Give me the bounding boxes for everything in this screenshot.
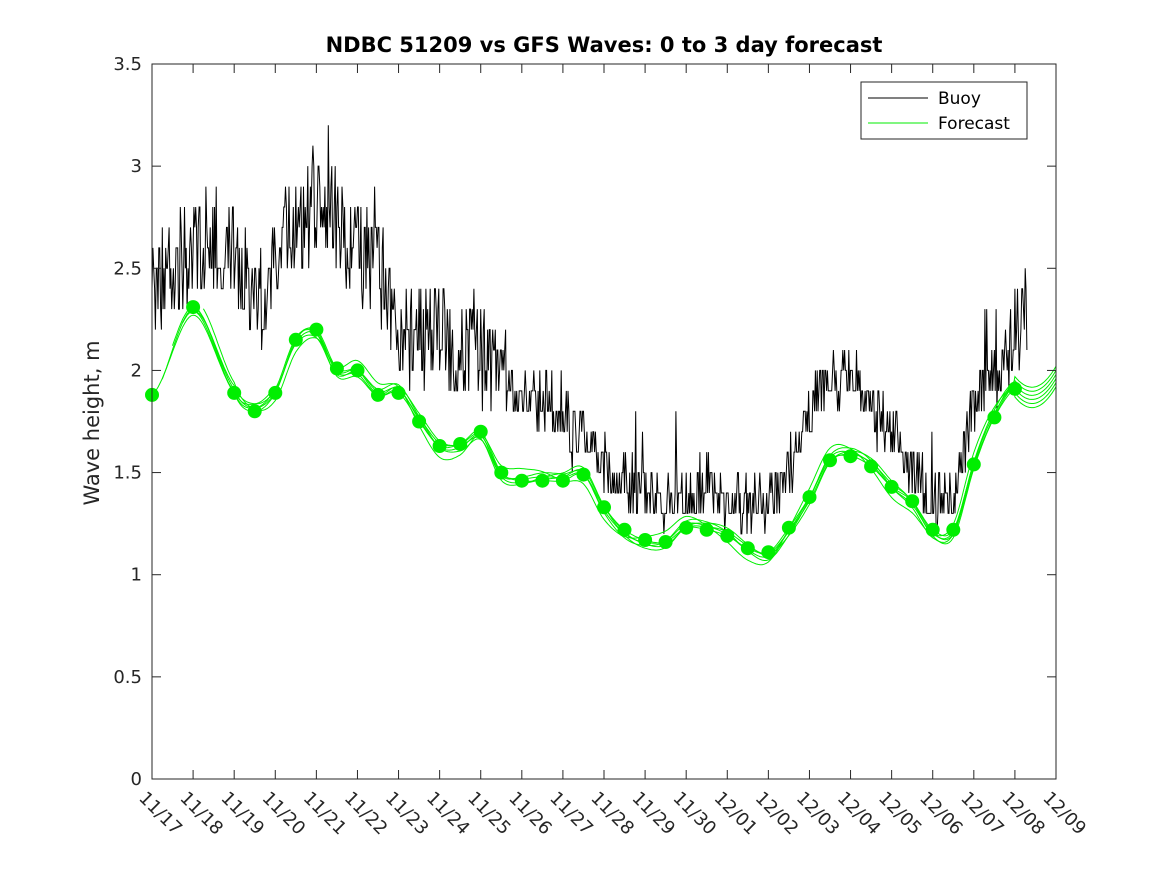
x-tick-label: 11/24 xyxy=(422,788,474,840)
forecast-marker xyxy=(597,500,611,515)
forecast-marker xyxy=(720,528,735,543)
forecast-marker xyxy=(658,535,673,549)
forecast-marker xyxy=(247,404,262,419)
forecast-marker xyxy=(473,424,488,439)
y-axis: 0 0.5 1 1.5 2 2.5 3 3.5 xyxy=(113,54,1056,790)
y-tick-label: 0 xyxy=(131,769,142,790)
legend-box xyxy=(860,81,1028,140)
chart-title: NDBC 51209 vs GFS Waves: 0 to 3 day fore… xyxy=(326,33,883,57)
x-tick-label: 11/20 xyxy=(258,788,310,840)
forecast-marker xyxy=(1007,381,1022,396)
forecast-marker xyxy=(453,437,468,451)
forecast-marker xyxy=(288,332,303,347)
y-tick-label: 0.5 xyxy=(113,667,142,688)
forecast-marker xyxy=(555,473,570,488)
x-tick-label: 12/05 xyxy=(874,788,926,840)
y-tick-label: 3 xyxy=(131,156,142,177)
x-tick-label: 11/26 xyxy=(504,788,556,840)
forecast-marker xyxy=(576,467,591,482)
forecast-marker xyxy=(309,322,324,337)
x-tick-label: 11/27 xyxy=(545,788,597,840)
forecast-marker xyxy=(617,522,632,537)
y-tick-label: 2.5 xyxy=(113,258,142,279)
x-tick-label: 11/17 xyxy=(134,788,186,840)
x-tick-label: 11/23 xyxy=(381,788,433,840)
forecast-marker xyxy=(905,494,920,509)
buoy-line xyxy=(151,125,1028,535)
forecast-marker xyxy=(884,479,899,494)
forecast-marker xyxy=(781,520,796,535)
y-tick-label: 1.5 xyxy=(113,463,142,484)
forecast-marker xyxy=(699,522,714,537)
forecast-marker xyxy=(412,414,427,429)
x-tick-label: 11/30 xyxy=(669,788,721,840)
x-tick-label: 12/08 xyxy=(997,788,1049,840)
forecast-marker xyxy=(638,533,653,547)
y-tick-label: 2 xyxy=(131,360,142,381)
x-tick-label: 11/21 xyxy=(299,788,351,840)
x-tick-label: 12/07 xyxy=(956,788,1008,840)
forecast-marker xyxy=(186,300,201,315)
forecast-marker xyxy=(864,459,879,474)
y-tick-label: 1 xyxy=(131,565,142,586)
forecast-marker xyxy=(761,545,776,560)
plot-area xyxy=(152,64,1056,779)
y-axis-label: Wave height, m xyxy=(80,340,104,505)
forecast-marker xyxy=(843,449,858,464)
forecast-marker xyxy=(823,453,837,468)
forecast-marker xyxy=(329,361,344,376)
x-tick-label: 11/29 xyxy=(628,788,680,840)
forecast-marker xyxy=(802,490,817,505)
forecast-marker xyxy=(946,522,961,537)
forecast-marker xyxy=(925,522,940,537)
forecast-markers xyxy=(145,300,1022,560)
legend: Buoy Forecast xyxy=(860,81,1028,140)
forecast-marker xyxy=(227,385,242,400)
x-tick-label: 11/22 xyxy=(340,788,392,840)
forecast-marker xyxy=(966,457,981,472)
forecast-marker xyxy=(371,387,385,402)
forecast-marker xyxy=(350,363,365,378)
x-tick-label: 12/01 xyxy=(710,788,762,840)
forecast-marker xyxy=(535,473,550,488)
x-tick-label: 11/25 xyxy=(463,788,515,840)
x-tick-label: 11/18 xyxy=(176,788,228,840)
x-tick-label: 11/19 xyxy=(217,788,269,840)
x-tick-label: 12/06 xyxy=(915,788,967,840)
forecast-marker xyxy=(494,465,509,480)
forecast-run-line xyxy=(202,308,1057,566)
x-tick-label: 12/09 xyxy=(1038,788,1090,840)
forecast-run-line xyxy=(151,314,270,405)
buoy-series xyxy=(151,125,1028,535)
forecast-marker xyxy=(391,385,406,400)
forecast-marker xyxy=(432,439,447,453)
forecast-marker xyxy=(987,410,1002,425)
x-tick-label: 12/04 xyxy=(833,788,885,840)
x-tick-label: 11/28 xyxy=(586,788,638,840)
x-tick-label: 12/02 xyxy=(751,788,803,840)
forecast-marker xyxy=(514,473,529,488)
forecast-marker xyxy=(268,385,283,400)
forecast-marker xyxy=(740,541,755,556)
y-tick-label: 3.5 xyxy=(113,54,142,75)
forecast-marker xyxy=(679,520,694,535)
legend-forecast-label: Forecast xyxy=(938,114,1010,134)
x-tick-label: 12/03 xyxy=(792,788,844,840)
legend-buoy-label: Buoy xyxy=(938,89,981,109)
